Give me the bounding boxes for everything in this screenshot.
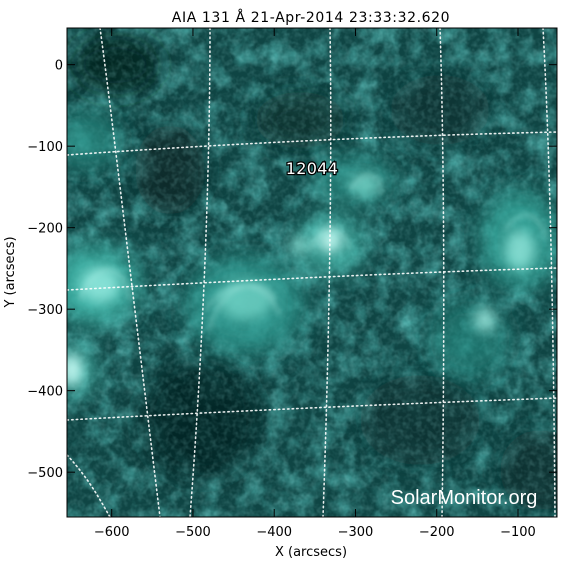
- x-tick-label: −400: [256, 525, 292, 540]
- y-axis-label: Y (arcsecs): [3, 236, 18, 308]
- y-tick-label: −200: [27, 222, 63, 237]
- y-axis: 0 −100 −200 −300 −400 −500: [27, 59, 557, 481]
- plot-frame: [66, 27, 558, 518]
- active-region-label: 12044: [286, 159, 338, 178]
- watermark: SolarMonitor.org: [391, 487, 538, 509]
- y-tick-label: −300: [27, 303, 63, 318]
- x-tick-label: −300: [338, 525, 374, 540]
- y-tick-label: −500: [27, 466, 63, 481]
- x-tick-label: −200: [419, 525, 455, 540]
- y-tick-label: −100: [27, 140, 63, 155]
- x-axis-label: X (arcsecs): [275, 545, 347, 560]
- y-tick-label: 0: [55, 59, 63, 74]
- plot-title: AIA 131 Å 21-Apr-2014 23:33:32.620: [172, 9, 450, 26]
- x-tick-label: −500: [175, 525, 211, 540]
- x-tick-label: −600: [94, 525, 130, 540]
- y-tick-label: −400: [27, 385, 63, 400]
- solar-euv-image: [67, 28, 557, 517]
- x-axis: −600 −500 −400 −300 −200 −100: [94, 28, 536, 540]
- x-tick-label: −100: [500, 525, 536, 540]
- heliographic-grid: [67, 28, 557, 517]
